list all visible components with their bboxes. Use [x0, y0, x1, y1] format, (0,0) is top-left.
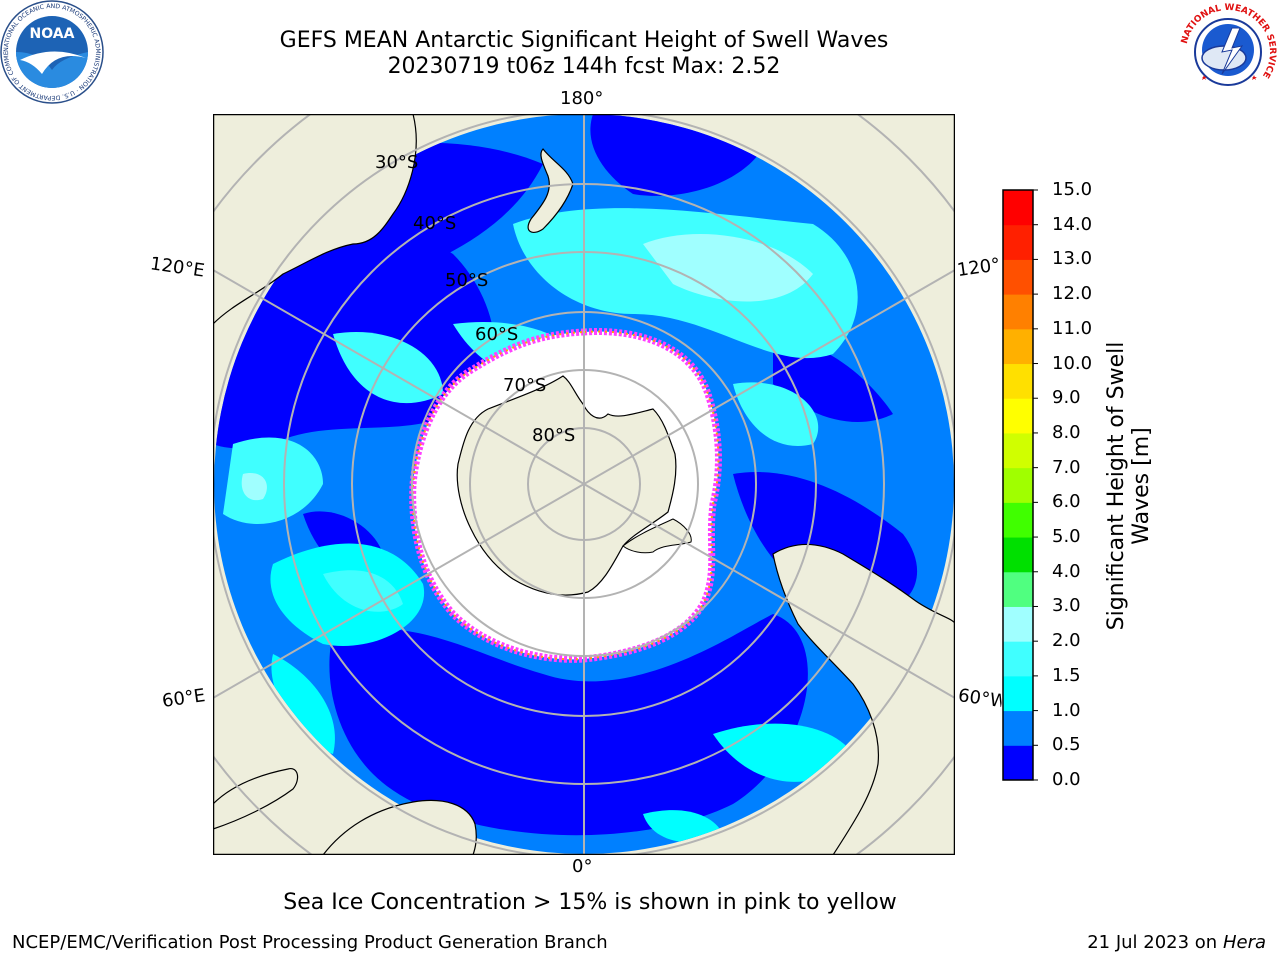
colorbar-segment	[1003, 537, 1033, 573]
colorbar-tick-label: 8.0	[1052, 421, 1081, 443]
colorbar-tick-label: 15.0	[1052, 179, 1093, 200]
colorbar-tick-label: 0.5	[1052, 734, 1081, 756]
colorbar-segment	[1003, 502, 1033, 538]
lat-label-70s: 70°S	[503, 375, 547, 396]
footer-credit: NCEP/EMC/Verification Post Processing Pr…	[12, 932, 608, 953]
colorbar-segment	[1003, 259, 1033, 295]
colorbar	[1002, 189, 1038, 781]
colorbar-label: Significant Height of Swell Waves [m]	[1104, 276, 1154, 696]
lon-label-60w: 60°W	[956, 685, 1004, 712]
lon-label-180: 180°	[560, 88, 604, 109]
lon-label-0: 0°	[572, 856, 593, 877]
colorbar-tick-label: 5.0	[1052, 526, 1081, 548]
colorbar-segment	[1003, 710, 1033, 746]
graticule	[213, 114, 955, 855]
colorbar-tick-label: 10.0	[1052, 352, 1093, 374]
colorbar-tick-label: 0.0	[1052, 769, 1081, 790]
colorbar-segment	[1003, 606, 1033, 642]
colorbar-segment	[1003, 363, 1033, 399]
colorbar-label-line2: Waves [m]	[1129, 427, 1154, 545]
chart-subtitle: 20230719 t06z 144h fcst Max: 2.52	[387, 54, 781, 79]
colorbar-label-line1: Significant Height of Swell	[1104, 341, 1129, 631]
nws-logo: NATIONAL WEATHER SERVICE	[1177, 1, 1279, 103]
new-zealand-landmass	[527, 148, 574, 233]
colorbar-tick-label: 13.0	[1052, 248, 1093, 270]
noaa-logo: NATIONAL OCEANIC AND ATMOSPHERIC ADMINIS…	[0, 0, 104, 104]
lon-label-120e: 120°E	[148, 253, 206, 282]
africa-landmass	[322, 799, 477, 855]
madagascar-landmass	[213, 767, 299, 830]
colorbar-tick-label: 1.5	[1052, 664, 1081, 686]
colorbar-tick-label: 7.0	[1052, 456, 1081, 478]
map-canvas	[213, 114, 955, 855]
colorbar-segment	[1003, 745, 1033, 781]
colorbar-segment	[1003, 641, 1033, 677]
south-america-landmass	[772, 543, 955, 855]
lon-label-120w: 120°	[955, 254, 1002, 282]
colorbar-segment	[1003, 432, 1033, 469]
colorbar-segment	[1003, 571, 1033, 607]
swell-height-map: 30°S 40°S 50°S 60°S 70°S 80°S	[213, 114, 955, 855]
colorbar-segment	[1003, 467, 1033, 503]
australia-landmass	[213, 114, 417, 325]
colorbar-segment	[1003, 294, 1033, 330]
colorbar-tick-label: 6.0	[1052, 491, 1081, 513]
colorbar-segment	[1003, 224, 1033, 260]
colorbar-segment	[1003, 328, 1033, 365]
footer-date-text: 21 Jul 2023 on	[1087, 932, 1218, 953]
colorbar-tick-label: 3.0	[1052, 595, 1081, 617]
lat-label-60s: 60°S	[475, 324, 519, 345]
colorbar-tick-label: 14.0	[1052, 213, 1093, 235]
lon-label-60e: 60°E	[160, 685, 207, 712]
lat-label-30s: 30°S	[375, 152, 419, 173]
colorbar-tick-label: 2.0	[1052, 630, 1081, 652]
colorbar-tick-label: 9.0	[1052, 387, 1081, 409]
colorbar-segment	[1003, 675, 1033, 712]
colorbar-tick-label: 4.0	[1052, 560, 1081, 582]
colorbar-tick-label: 12.0	[1052, 283, 1093, 305]
lat-label-80s: 80°S	[532, 425, 576, 446]
colorbar-segment	[1003, 398, 1033, 434]
lat-label-50s: 50°S	[445, 270, 489, 291]
colorbar-tick-label: 11.0	[1052, 317, 1093, 339]
colorbar-tick-label: 1.0	[1052, 699, 1081, 721]
colorbar-segment	[1003, 190, 1033, 226]
lat-label-40s: 40°S	[413, 213, 457, 234]
antarctica-landmass	[456, 375, 677, 596]
footer-date: 21 Jul 2023 on Hera	[1087, 932, 1266, 953]
footer-machine: Hera	[1222, 932, 1266, 953]
sea-ice-note: Sea Ice Concentration > 15% is shown in …	[283, 890, 897, 915]
noaa-text: NOAA	[30, 26, 75, 42]
chart-title: GEFS MEAN Antarctic Significant Height o…	[279, 28, 889, 53]
